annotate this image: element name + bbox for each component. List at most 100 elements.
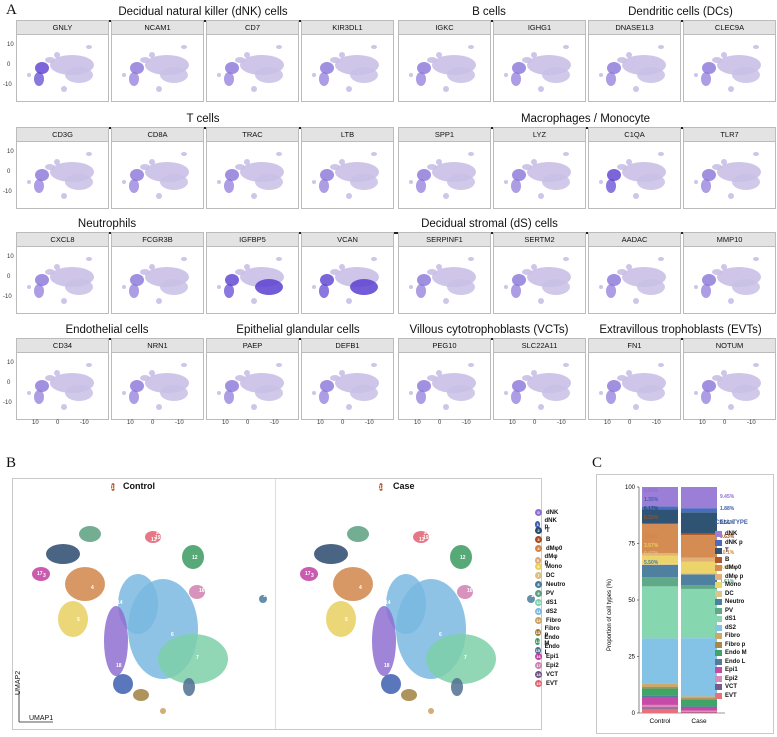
umap-cluster-number: 8	[419, 690, 422, 696]
feature-plot-y-tick: 10	[7, 254, 14, 260]
feature-plot-umap	[217, 45, 284, 92]
umap-legend-item: 15 Endo L	[535, 644, 561, 656]
feature-plot-gene-label: GNLY	[17, 21, 108, 35]
umap-legend-label: EVT	[546, 680, 558, 687]
feature-plot-defb1: DEFB1	[301, 338, 394, 420]
bar-segment-control-epi1	[642, 697, 678, 705]
cell-type-swatch	[715, 548, 722, 554]
umap-legend-dot: 8	[535, 581, 542, 588]
umap-legend-dot: 7	[535, 572, 542, 579]
umap-cluster-dmφ0	[65, 567, 105, 601]
umap-legend-dot: 2	[535, 527, 542, 534]
umap-legend-label: dMφ p	[544, 554, 558, 566]
feature-plot-gene-label: SLC22A11	[494, 339, 585, 353]
bar-segment-control-fibro	[642, 683, 678, 688]
umap-legend-item: 6 Mono	[535, 563, 562, 570]
umap-legend-label: Endo M	[544, 635, 560, 647]
cell-type-label: Neutro	[725, 599, 745, 605]
bar-value-label: 9.45%	[720, 494, 735, 500]
cell-type-legend-item: Fibro	[715, 633, 740, 639]
feature-plot-gene-label: DEFB1	[302, 339, 393, 353]
umap-legend-dot: 18	[535, 671, 542, 678]
feature-plot-umap	[694, 257, 761, 304]
umap-legend-item: 14 Endo M	[535, 635, 561, 647]
feature-plot-fn1: FN1	[588, 338, 681, 420]
umap-cluster-number: 2	[93, 547, 96, 553]
proportion-bar-chart: 0 25 50 75 100 Proportion of cell types (%) Co…	[607, 485, 735, 725]
feature-plot-gene-label: C1QA	[589, 128, 680, 142]
bar-segment-control-endo-l	[642, 695, 678, 698]
umap-cluster-number: 19	[155, 535, 161, 541]
cell-type-label: Fibro	[725, 633, 740, 639]
feature-plot-umap	[599, 363, 666, 410]
umap-cluster-epi2	[189, 585, 205, 599]
bar-segment-case-dnk-p	[681, 508, 717, 513]
feature-plot-umap	[694, 152, 761, 199]
cell-type-legend-item: dS1	[715, 616, 736, 622]
group-header-dc: Dendritic cells (DCs)	[588, 6, 773, 22]
umap-legend-item: 18 VCT	[535, 671, 558, 678]
umap-cluster-number: 11	[431, 525, 437, 531]
bar-y-tick: 100	[625, 485, 636, 491]
cell-type-label: DC	[725, 590, 734, 597]
feature-plot-x-tick: 10	[222, 420, 229, 426]
umap-legend-label: dNK p	[544, 518, 557, 530]
feature-plot-gene-label: TRAC	[207, 128, 298, 142]
umap-cluster-mono	[58, 601, 88, 637]
bar-value-label: 5.50%	[644, 560, 659, 566]
cell-type-legend-item: dMφ p	[715, 573, 743, 580]
cell-type-swatch	[715, 599, 722, 605]
cell-type-label: dNK p	[725, 539, 743, 546]
cell-type-swatch	[715, 667, 722, 673]
feature-plot-trac: TRAC	[206, 127, 299, 209]
cell-type-swatch	[715, 684, 722, 690]
umap-legend-dot: 14	[535, 637, 541, 645]
bar-segment-control-ds2	[642, 638, 678, 684]
feature-plot-gene-label: AADAC	[589, 233, 680, 247]
umap-cluster-number: 4	[359, 585, 362, 591]
feature-plot-gene-label: CD8A	[112, 128, 203, 142]
umap-cluster-number: 10	[111, 485, 117, 491]
feature-plot-gene-label: PEG10	[399, 339, 490, 353]
bar-segment-case-pv	[681, 585, 717, 589]
feature-plot-gene-label: PAEP	[207, 339, 298, 353]
cell-type-legend-item: T	[715, 548, 729, 554]
bar-segment-case-ds2	[681, 638, 717, 697]
feature-plot-gene-label: KIR3DL1	[302, 21, 393, 35]
umap-legend-label: PV	[546, 590, 555, 597]
cell-type-label: dMφ0	[725, 565, 742, 571]
umap-cluster-t	[314, 544, 348, 564]
cell-type-label: Endo M	[725, 650, 747, 656]
feature-plot-gene-label: SERPINF1	[399, 233, 490, 247]
feature-plot-vcan: VCAN	[301, 232, 394, 314]
cell-type-swatch	[715, 633, 722, 639]
umap-cluster-number: 6	[171, 632, 174, 638]
bar-value-label: 3.57%	[644, 543, 659, 549]
bar-segment-case-t	[681, 512, 717, 534]
umap-cluster-fibro	[160, 708, 166, 714]
feature-plot-x-tick: -10	[365, 420, 374, 426]
umap-cluster-epi2	[457, 585, 473, 599]
umap-legend-label: Neutro	[546, 581, 566, 588]
proportion-chart-panel: 0 25 50 75 100 Proportion of cell types (%) Co…	[596, 474, 774, 734]
umap-legend-item: 8 Neutro	[535, 581, 565, 588]
umap-legend-dot: 0	[535, 509, 542, 516]
feature-plot-y-tick: -10	[3, 294, 12, 300]
umap-cluster-number: 15	[263, 593, 269, 599]
umap-cluster-evt	[145, 531, 161, 543]
umap-cluster-number: 20	[424, 530, 430, 536]
umap-legend-item: 13 Fibro p	[535, 626, 561, 638]
feature-plot-mmp10: MMP10	[683, 232, 776, 314]
umap-cluster-endo-l	[451, 678, 463, 696]
umap-scatter: 1234567891011121314151617181920123456789…	[18, 483, 537, 723]
umap-cluster-b	[111, 483, 115, 491]
umap-cluster-number: 11	[163, 525, 169, 531]
feature-plot-gene-label: CD7	[207, 21, 298, 35]
feature-plot-gene-label: IGHG1	[494, 21, 585, 35]
umap-legend-item: 9 PV	[535, 590, 554, 597]
bar-segment-control-endo-m	[642, 688, 678, 696]
cell-type-swatch	[715, 573, 722, 580]
umap-cluster-ds1	[158, 634, 228, 684]
group-header-neutrophils: Neutrophils	[16, 218, 198, 234]
umap-cluster-dnk	[372, 606, 396, 676]
